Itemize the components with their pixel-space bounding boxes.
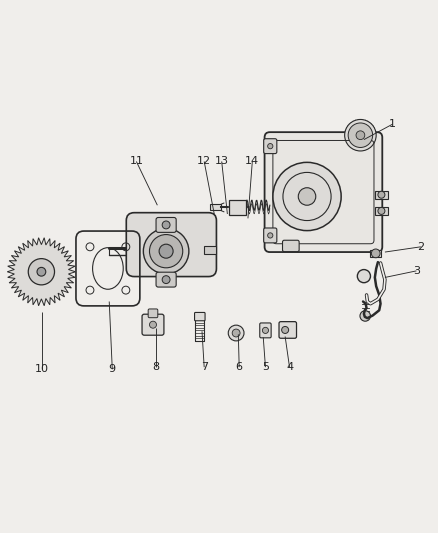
Circle shape [149,235,182,268]
FancyBboxPatch shape [263,139,276,154]
Circle shape [232,329,240,337]
FancyBboxPatch shape [155,272,176,287]
Circle shape [37,268,46,276]
Circle shape [228,325,244,341]
Circle shape [281,326,288,334]
Text: 14: 14 [245,157,259,166]
Text: 6: 6 [235,362,242,372]
Polygon shape [370,250,381,257]
Text: 8: 8 [152,362,159,372]
Circle shape [262,327,268,334]
Bar [209,204,220,211]
Circle shape [344,119,375,151]
FancyBboxPatch shape [263,228,276,243]
Text: 11: 11 [129,157,143,166]
Text: 2: 2 [416,242,424,252]
FancyBboxPatch shape [148,309,157,318]
FancyBboxPatch shape [194,312,205,321]
Circle shape [357,270,370,282]
FancyBboxPatch shape [126,213,216,277]
Text: 7: 7 [200,362,207,372]
Circle shape [28,259,54,285]
Circle shape [267,233,272,238]
Text: 12: 12 [197,157,211,166]
Circle shape [272,163,340,231]
Circle shape [377,207,384,214]
Circle shape [355,131,364,140]
FancyBboxPatch shape [264,132,381,252]
Circle shape [159,244,173,258]
Circle shape [143,229,188,274]
Polygon shape [7,238,75,306]
Bar [374,207,387,215]
Text: 10: 10 [35,365,49,374]
Text: 3: 3 [412,266,419,276]
Bar [374,191,387,199]
Text: 13: 13 [214,157,228,166]
Text: 1: 1 [388,119,395,130]
Circle shape [162,276,170,284]
Circle shape [162,221,170,229]
Circle shape [297,188,315,205]
FancyBboxPatch shape [142,314,163,335]
Circle shape [267,143,272,149]
Circle shape [149,321,156,328]
FancyBboxPatch shape [259,323,271,338]
FancyBboxPatch shape [279,321,296,338]
Circle shape [359,311,370,321]
FancyBboxPatch shape [282,240,298,252]
Circle shape [347,123,372,148]
Text: 9: 9 [109,365,116,374]
Text: 4: 4 [285,362,293,372]
FancyBboxPatch shape [155,217,176,232]
Bar [204,246,216,254]
Circle shape [377,191,384,198]
Circle shape [371,249,379,258]
Text: 5: 5 [261,362,268,372]
Bar [229,200,245,215]
